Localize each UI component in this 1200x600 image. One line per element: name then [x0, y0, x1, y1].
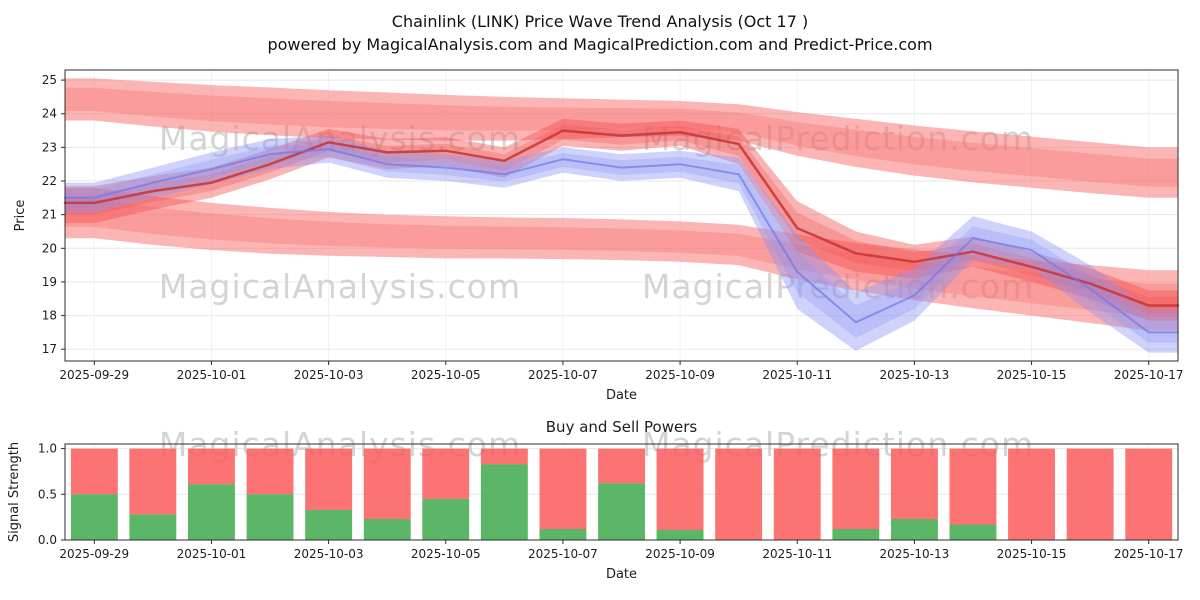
x-tick-label: 2025-10-05	[411, 368, 481, 382]
blue-wave-band	[65, 135, 1178, 353]
sell-bar	[1125, 448, 1173, 540]
buy-bar	[480, 464, 528, 540]
y-tick-label: 17	[42, 342, 57, 356]
sell-bar	[363, 448, 411, 519]
y-tick-label: 20	[42, 241, 57, 255]
price-wave-band	[65, 118, 1178, 321]
x-tick-label: 2025-10-09	[645, 368, 715, 382]
signal-chart-title: Buy and Sell Powers	[546, 418, 698, 436]
buy-bar	[949, 524, 997, 540]
x-tick-label: 2025-10-07	[528, 368, 598, 382]
sell-bar	[891, 448, 938, 519]
x-tick-label: 2025-10-05	[411, 547, 481, 561]
x-tick-label: 2025-09-29	[59, 547, 129, 561]
x-tick-label: 2025-10-01	[177, 547, 247, 561]
buy-bar	[305, 509, 353, 540]
lower-forecast-band-inner	[65, 199, 1178, 318]
upper-forecast-band-inner	[65, 87, 1178, 187]
y-tick-label: 24	[42, 107, 57, 121]
buy-bar	[656, 529, 704, 540]
plot-border	[64, 443, 1179, 541]
y-tick-label: 18	[42, 309, 57, 323]
watermark-text: MagicalAnalysis.com	[159, 267, 521, 306]
sell-bar	[773, 448, 821, 540]
x-tick-label: 2025-10-13	[880, 547, 950, 561]
buy-bar	[832, 529, 880, 540]
sell-bar	[1008, 448, 1055, 540]
x-tick-label: 2025-10-03	[294, 368, 364, 382]
x-tick-label: 2025-10-11	[762, 368, 832, 382]
y-tick-label: 0.0	[38, 533, 57, 547]
x-tick-label: 2025-10-13	[880, 368, 950, 382]
sell-bar	[598, 448, 645, 484]
y-tick-label: 21	[42, 208, 57, 222]
x-tick-label: 2025-10-15	[997, 368, 1067, 382]
sell-bar	[1066, 448, 1114, 540]
sell-bar	[70, 448, 118, 495]
lower-forecast-band	[65, 187, 1178, 331]
x-tick-label: 2025-10-01	[177, 368, 247, 382]
signal-chart: MagicalAnalysis.com MagicalPrediction.com…	[7, 418, 1184, 582]
buy-bar	[363, 519, 411, 540]
chart-title: Chainlink (LINK) Price Wave Trend Analys…	[391, 12, 809, 31]
y-tick-label: 1.0	[38, 442, 57, 456]
sell-bar	[949, 448, 997, 525]
sell-bar	[480, 448, 528, 465]
upper-forecast-band	[65, 78, 1178, 198]
sell-bar	[246, 448, 294, 495]
sell-bar	[656, 448, 704, 530]
y-axis-label: Price	[13, 200, 28, 232]
x-tick-label: 2025-10-17	[1114, 547, 1184, 561]
blue-wave-line	[64, 148, 1179, 334]
buy-bar	[598, 483, 645, 540]
buy-bar	[539, 529, 587, 540]
y-tick-label: 0.5	[38, 487, 57, 501]
buy-bar	[70, 494, 118, 540]
x-axis-label: Date	[606, 388, 637, 403]
buy-bar	[129, 514, 177, 540]
y-tick-label: 19	[42, 275, 57, 289]
sell-bar	[129, 448, 177, 515]
x-tick-label: 2025-10-03	[294, 547, 364, 561]
price-chart: MagicalAnalysis.comMagicalPrediction.com…	[13, 69, 1184, 403]
x-tick-label: 2025-09-29	[59, 368, 129, 382]
blue-wave-band-inner	[65, 141, 1178, 343]
x-tick-label: 2025-10-15	[997, 547, 1067, 561]
sell-bar	[422, 448, 470, 499]
price-wave-line	[63, 129, 1180, 307]
buy-bar	[422, 498, 470, 540]
chart-subtitle: powered by MagicalAnalysis.com and Magic…	[267, 35, 933, 55]
sell-bar	[188, 448, 235, 485]
sell-bar	[305, 448, 353, 510]
buy-bar	[188, 484, 235, 540]
price-wave-band-inner	[65, 124, 1178, 314]
y-axis-label: Signal Strength	[7, 442, 22, 542]
x-tick-label: 2025-10-11	[762, 547, 832, 561]
sell-bar	[539, 448, 587, 530]
sell-bar	[715, 448, 763, 540]
x-tick-label: 2025-10-07	[528, 547, 598, 561]
buy-bar	[891, 519, 938, 540]
plot-border	[64, 69, 1179, 362]
y-tick-label: 22	[42, 174, 57, 188]
x-axis-label: Date	[606, 567, 637, 582]
x-tick-label: 2025-10-17	[1114, 368, 1184, 382]
x-tick-label: 2025-10-09	[645, 547, 715, 561]
y-tick-label: 25	[42, 73, 57, 87]
y-tick-label: 23	[42, 140, 57, 154]
sell-bar	[832, 448, 880, 530]
title-block: Chainlink (LINK) Price Wave Trend Analys…	[0, 10, 1200, 56]
buy-bar	[246, 494, 294, 540]
